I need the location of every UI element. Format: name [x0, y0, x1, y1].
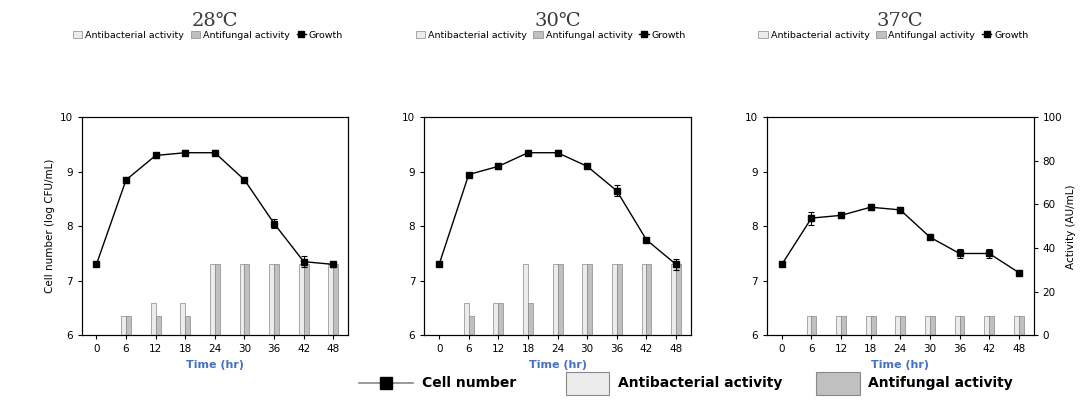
- Bar: [469, 316, 473, 335]
- Bar: [588, 264, 592, 335]
- Bar: [642, 264, 646, 335]
- Bar: [954, 316, 960, 335]
- Bar: [494, 303, 498, 335]
- Bar: [185, 316, 190, 335]
- Text: Cell number: Cell number: [422, 376, 517, 391]
- Bar: [895, 316, 900, 335]
- Bar: [210, 264, 214, 335]
- Bar: [333, 264, 338, 335]
- Bar: [553, 264, 558, 335]
- Bar: [156, 316, 161, 335]
- X-axis label: Time (hr): Time (hr): [186, 360, 244, 370]
- Bar: [646, 264, 652, 335]
- Bar: [611, 264, 617, 335]
- Bar: [528, 303, 533, 335]
- Bar: [214, 264, 220, 335]
- Bar: [1014, 316, 1018, 335]
- Bar: [900, 316, 905, 335]
- Bar: [463, 303, 469, 335]
- Bar: [671, 264, 676, 335]
- Bar: [985, 316, 989, 335]
- Legend: Antibacterial activity, Antifungal activity, Growth: Antibacterial activity, Antifungal activ…: [758, 31, 1028, 39]
- Bar: [812, 316, 816, 335]
- Bar: [274, 264, 279, 335]
- Bar: [151, 303, 156, 335]
- Bar: [866, 316, 870, 335]
- Bar: [523, 264, 528, 335]
- X-axis label: Time (hr): Time (hr): [871, 360, 929, 370]
- Bar: [676, 264, 681, 335]
- Bar: [837, 316, 841, 335]
- Text: Antifungal activity: Antifungal activity: [868, 376, 1013, 391]
- Legend: Antibacterial activity, Antifungal activity, Growth: Antibacterial activity, Antifungal activ…: [73, 31, 343, 39]
- Bar: [558, 264, 562, 335]
- Text: 37℃: 37℃: [877, 12, 924, 30]
- Bar: [960, 316, 964, 335]
- Bar: [299, 264, 304, 335]
- Bar: [870, 316, 876, 335]
- Text: Antibacterial activity: Antibacterial activity: [618, 376, 782, 391]
- Bar: [304, 264, 309, 335]
- Bar: [617, 264, 621, 335]
- Bar: [806, 316, 812, 335]
- Bar: [930, 316, 935, 335]
- X-axis label: Time (hr): Time (hr): [529, 360, 586, 370]
- Legend: Antibacterial activity, Antifungal activity, Growth: Antibacterial activity, Antifungal activ…: [416, 31, 685, 39]
- Bar: [498, 303, 504, 335]
- Y-axis label: Cell number (log CFU/mL): Cell number (log CFU/mL): [46, 159, 55, 293]
- Bar: [841, 316, 846, 335]
- Text: 28℃: 28℃: [191, 12, 238, 30]
- Bar: [245, 264, 249, 335]
- Y-axis label: Activity (AU/mL): Activity (AU/mL): [1066, 184, 1076, 269]
- Bar: [582, 264, 588, 335]
- Bar: [126, 316, 131, 335]
- Bar: [989, 316, 994, 335]
- Bar: [239, 264, 245, 335]
- Bar: [925, 316, 930, 335]
- Bar: [181, 303, 185, 335]
- Bar: [269, 264, 274, 335]
- Bar: [329, 264, 333, 335]
- Bar: [121, 316, 126, 335]
- Text: 30℃: 30℃: [534, 12, 581, 30]
- Bar: [1018, 316, 1024, 335]
